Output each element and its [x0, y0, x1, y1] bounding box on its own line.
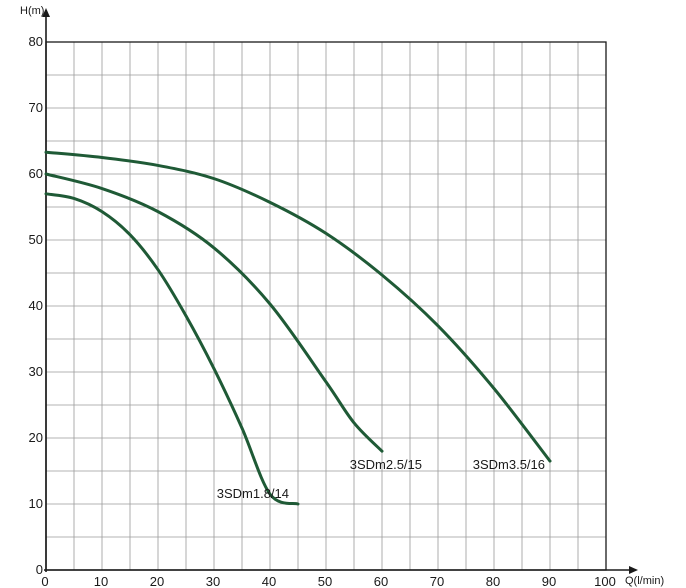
x-tick-label-30: 30: [206, 574, 220, 588]
series-label-3sdm3-5-16: 3SDm3.5/16: [473, 457, 545, 472]
curve-3sdm2-5-15: [44, 172, 384, 453]
series-label-3sdm1-8-14: 3SDm1.8/14: [217, 486, 289, 501]
y-axis-arrow-icon: [42, 8, 50, 17]
curve-3sdm1-8-14: [44, 192, 300, 506]
x-tick-label-50: 50: [318, 574, 332, 588]
x-axis-arrow-icon: [629, 566, 638, 574]
y-tick-label-70: 70: [29, 100, 43, 115]
y-tick-label-50: 50: [29, 232, 43, 247]
x-tick-label-40: 40: [262, 574, 276, 588]
axes: [42, 8, 638, 574]
y-tick-label-80: 80: [29, 34, 43, 49]
series-label-3sdm2-5-15: 3SDm2.5/15: [350, 457, 422, 472]
y-axis-title: H(m): [20, 5, 44, 17]
x-tick-label-80: 80: [486, 574, 500, 588]
x-tick-label-100: 100: [594, 574, 616, 588]
y-tick-label-10: 10: [29, 496, 43, 511]
curves: [44, 150, 552, 506]
y-tick-label-20: 20: [29, 430, 43, 445]
x-tick-label-0: 0: [41, 574, 48, 588]
x-tick-label-20: 20: [150, 574, 164, 588]
curve-3sdm3-5-16: [44, 150, 552, 463]
grid: [46, 42, 606, 570]
y-tick-label-0: 0: [36, 562, 43, 577]
x-axis-title: Q(l/min): [625, 575, 664, 587]
x-tick-label-60: 60: [374, 574, 388, 588]
y-tick-label-40: 40: [29, 298, 43, 313]
y-tick-label-30: 30: [29, 364, 43, 379]
tick-labels: 0 10 20 30 40 50 60 70 80 90 100 0 10 20 30 40 50 60 70 80: [29, 34, 616, 588]
x-tick-label-10: 10: [94, 574, 108, 588]
y-tick-label-60: 60: [29, 166, 43, 181]
x-tick-label-70: 70: [430, 574, 444, 588]
x-tick-label-90: 90: [542, 574, 556, 588]
